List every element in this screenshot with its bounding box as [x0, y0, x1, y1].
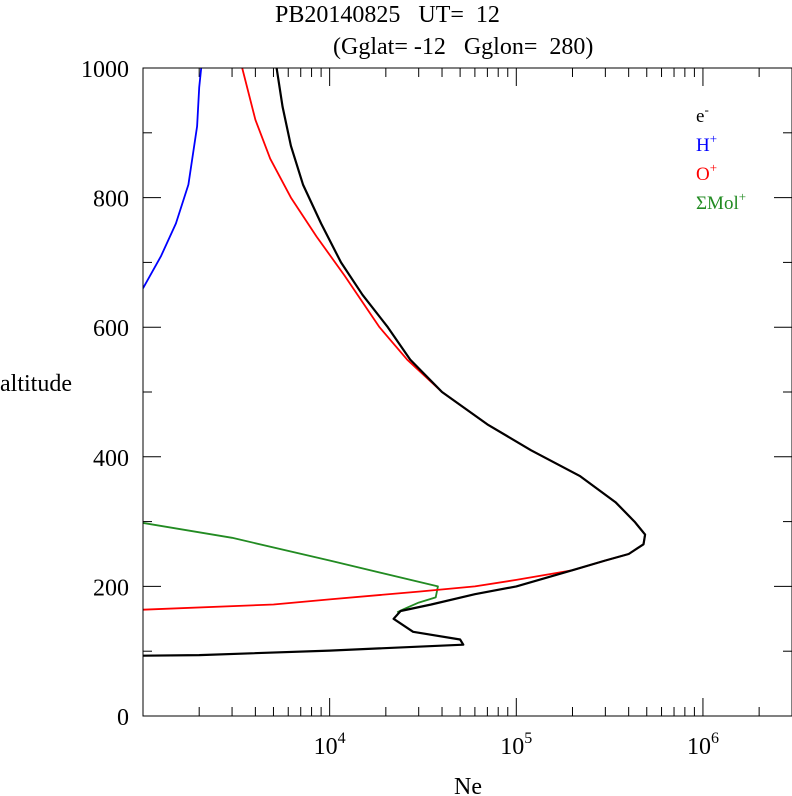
legend-entry-hplus: H+	[696, 131, 717, 156]
x-tick-label: 105	[500, 730, 532, 760]
series-line-oplus	[143, 68, 646, 611]
legend: e- H+ O+ ΣMol+	[696, 102, 746, 214]
y-tick-label: 600	[93, 316, 129, 342]
legend-entry-electron: e-	[696, 102, 709, 127]
legend-entry-oplus: O+	[696, 160, 717, 185]
series-line-molplus	[143, 522, 439, 614]
axis-ticks	[142, 67, 792, 717]
chart-title-line2: (Gglat= -12 Gglon= 280)	[333, 34, 593, 60]
series-line-hplus	[143, 68, 203, 289]
y-tick-label: 0	[117, 705, 129, 731]
series-line-electron	[143, 68, 647, 657]
legend-entry-molplus: ΣMol+	[696, 189, 746, 214]
x-tick-labels: 104 105 106	[314, 730, 719, 760]
plot-frame	[142, 67, 792, 717]
y-tick-labels: 0 200 400 600 800 1000	[81, 57, 129, 731]
series-group	[143, 68, 647, 657]
y-tick-label: 1000	[81, 57, 129, 83]
y-tick-label: 400	[93, 446, 129, 472]
chart-title-line1: PB20140825 UT= 12	[275, 2, 500, 28]
y-tick-label: 800	[93, 187, 129, 213]
x-axis-label: Ne	[454, 774, 482, 796]
x-tick-label: 104	[314, 730, 346, 760]
y-axis-label: altitude	[0, 371, 72, 397]
y-tick-label: 200	[93, 575, 129, 601]
x-tick-label: 106	[687, 730, 719, 760]
